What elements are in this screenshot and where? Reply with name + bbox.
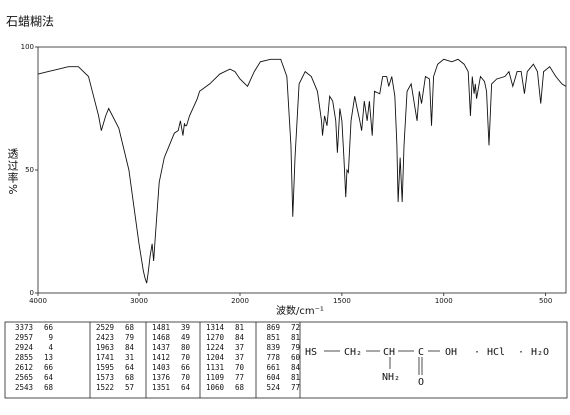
y-tick-label: 100 [21,43,34,51]
peak-transmittance: 70 [235,363,245,372]
peak-wavenumber: 1522 [96,383,114,392]
peak-wavenumber: 2543 [15,383,33,392]
peak-wavenumber: 1412 [152,353,170,362]
peak-transmittance: 4 [48,343,53,352]
structure-group: OH [445,347,457,358]
peak-wavenumber: 1403 [152,363,170,372]
peak-wavenumber: 3373 [15,323,33,332]
peak-transmittance: 66 [44,363,54,372]
x-tick-label: 2000 [231,297,249,305]
peak-wavenumber: 604 [266,373,280,382]
peak-transmittance: 9 [48,333,53,342]
structure-group: HCl [487,347,505,358]
peak-transmittance: 80 [181,343,191,352]
y-tick-label: 50 [25,166,34,174]
peak-transmittance: 57 [125,383,134,392]
peak-transmittance: 84 [291,363,301,372]
structure-amine: NH₂ [382,372,400,383]
peak-wavenumber: 1131 [206,363,224,372]
peak-wavenumber: 1595 [96,363,114,372]
peak-transmittance: 49 [181,333,190,342]
y-tick-label: 0 [30,289,34,297]
peak-transmittance: 79 [125,333,134,342]
structure-group: · [518,347,524,358]
peak-wavenumber: 1270 [206,333,225,342]
peak-transmittance: 84 [235,333,245,342]
peak-transmittance: 37 [235,343,244,352]
peak-transmittance: 66 [44,323,54,332]
peak-transmittance: 70 [181,373,191,382]
structure-group: CH₂ [344,347,362,358]
peak-wavenumber: 778 [266,353,280,362]
structure-group: HS [305,347,317,358]
peak-transmittance: 77 [291,383,300,392]
peak-transmittance: 81 [235,323,244,332]
peak-transmittance: 79 [291,343,300,352]
peak-wavenumber: 2924 [15,343,34,352]
spectrum-line [37,58,567,284]
peak-transmittance: 31 [125,353,134,362]
x-tick-label: 1500 [333,297,351,305]
peak-wavenumber: 661 [266,363,280,372]
peak-transmittance: 13 [44,353,53,362]
peak-transmittance: 68 [44,383,54,392]
peak-wavenumber: 1351 [152,383,170,392]
peak-wavenumber: 1573 [96,373,114,382]
structure-group: · [474,347,480,358]
peak-wavenumber: 2612 [15,363,33,372]
peak-wavenumber: 2855 [15,353,33,362]
structure-bonds [324,350,440,375]
peak-wavenumber: 1224 [206,343,225,352]
peak-transmittance: 81 [291,373,300,382]
peak-transmittance: 84 [125,343,135,352]
peak-transmittance: 68 [235,383,245,392]
x-tick-label: 4000 [29,297,47,305]
x-tick-label: 3000 [130,297,148,305]
peak-wavenumber: 1204 [206,353,225,362]
peak-wavenumber: 1109 [206,373,224,382]
peak-wavenumber: 1468 [152,333,171,342]
peak-wavenumber: 2565 [15,373,33,382]
peak-wavenumber: 2957 [15,333,33,342]
peak-transmittance: 66 [181,363,191,372]
structure-group: H₂O [531,347,549,358]
table-frame [4,321,568,399]
peak-wavenumber: 1376 [152,373,171,382]
peak-wavenumber: 1963 [96,343,114,352]
peak-transmittance: 39 [181,323,190,332]
peak-wavenumber: 851 [266,333,280,342]
x-axis-label: 波数/cm⁻¹ [276,304,324,317]
peak-transmittance: 37 [235,353,244,362]
peak-transmittance: 77 [235,373,244,382]
peak-wavenumber: 1437 [152,343,170,352]
peak-transmittance: 64 [125,363,135,372]
peak-wavenumber: 524 [266,383,280,392]
peak-transmittance: 68 [125,373,135,382]
y-axis-label: 透过率% [6,148,19,196]
peak-wavenumber: 1060 [206,383,225,392]
x-tick-label: 1000 [435,297,453,305]
peak-transmittance: 68 [125,323,135,332]
chart-title: 石蜡糊法 [6,14,54,29]
peak-wavenumber: 1481 [152,323,170,332]
peak-transmittance: 60 [291,353,301,362]
x-tick-label: 500 [539,297,552,305]
peak-transmittance: 81 [291,333,300,342]
peak-wavenumber: 839 [266,343,280,352]
peak-transmittance: 70 [181,353,191,362]
peak-wavenumber: 1314 [206,323,225,332]
plot-frame [37,46,567,294]
structure-group: CH [383,347,395,358]
peak-transmittance: 64 [44,373,54,382]
peak-transmittance: 64 [181,383,191,392]
peak-wavenumber: 1741 [96,353,114,362]
peak-transmittance: 72 [291,323,300,332]
structure-oxygen: O [418,377,424,388]
peak-wavenumber: 2423 [96,333,114,342]
peak-wavenumber: 2529 [96,323,114,332]
structure-group: C [418,347,424,358]
peak-wavenumber: 869 [266,323,280,332]
